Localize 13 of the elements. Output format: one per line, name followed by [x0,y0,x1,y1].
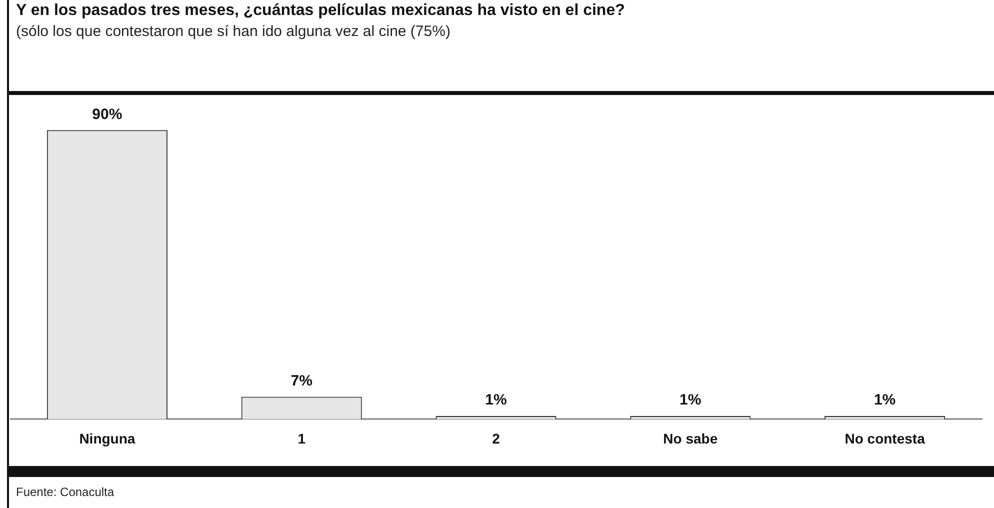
data-label: 1% [874,392,896,409]
x-tick-label: 1 [298,430,306,446]
source-note: Fuente: Conaculta [16,485,114,499]
data-label: 1% [680,392,702,409]
x-tick-label: 2 [492,430,500,446]
x-tick-label: Ninguna [79,430,136,446]
x-tick-label: No contesta [844,430,926,446]
data-label: 1% [485,392,507,409]
data-label: 7% [290,372,312,390]
chart-subtitle: (sólo los que contestaron que sí han ido alguna vez al cine (75%) [16,23,450,40]
data-label: 90% [92,106,122,123]
chart-title: Y en los pasados tres meses, ¿cuántas películas mexicanas ha visto en el cine? [16,2,625,20]
x-tick-label: No sabe [663,430,718,446]
